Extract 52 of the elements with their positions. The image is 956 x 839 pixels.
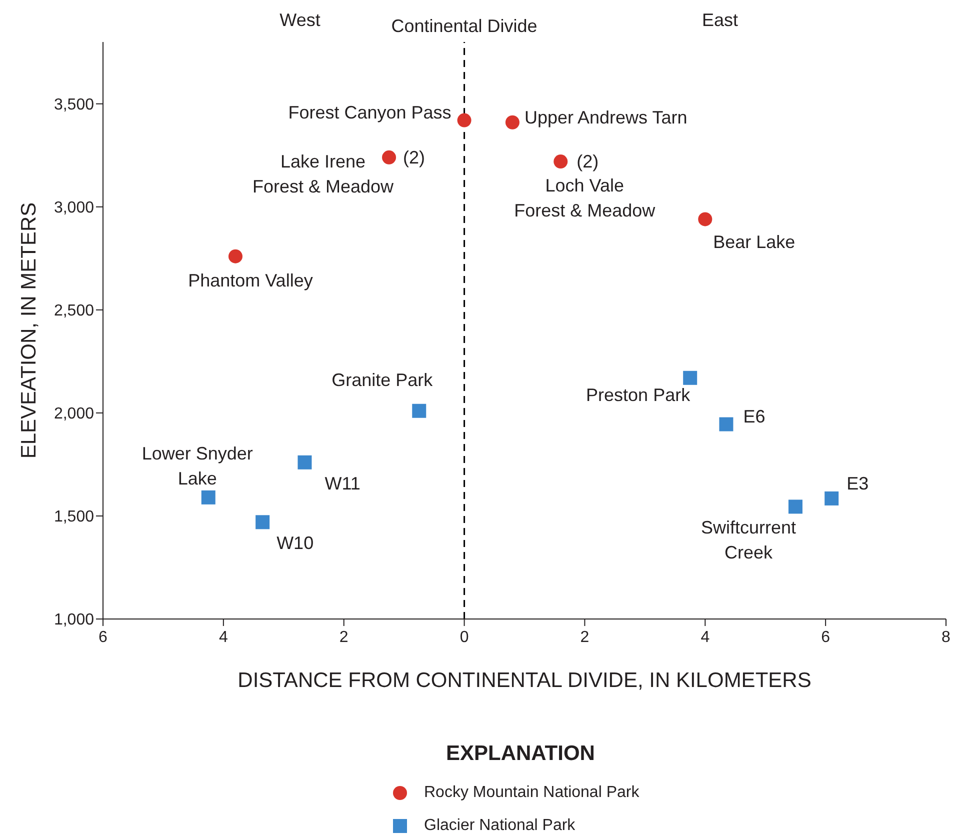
point <box>256 515 270 530</box>
x-tick-label: 6 <box>821 629 830 646</box>
point <box>201 490 216 504</box>
y-tick-label: 3,000 <box>54 200 94 217</box>
y-tick-label: 3,500 <box>54 96 94 114</box>
point <box>298 455 312 470</box>
annotation: W11 <box>324 473 360 494</box>
annotation: E6 <box>743 406 766 426</box>
y-tick-label: 1,500 <box>54 508 94 526</box>
annotation: Granite Park <box>332 370 434 390</box>
point <box>788 500 802 514</box>
annotation: (2) <box>403 147 426 168</box>
x-tick-label: 2 <box>580 629 590 646</box>
y-tick-label: 1,000 <box>54 612 94 629</box>
annotation: (2) <box>576 152 599 172</box>
point <box>824 491 839 506</box>
point <box>228 249 242 264</box>
ref-line-label: Continental Divide <box>391 16 538 36</box>
text: West <box>280 10 320 31</box>
point <box>719 417 734 432</box>
legend-label: Rocky Mountain National Park <box>424 784 640 802</box>
annotation: Forest Canyon Pass <box>288 102 452 122</box>
y-tick-label: 2,000 <box>54 406 94 423</box>
annotation: Bear Lake <box>713 232 796 252</box>
point <box>457 113 472 128</box>
x-tick-label: 0 <box>460 629 469 646</box>
y-axis-title: ELEVEATION, IN METERS <box>17 202 40 459</box>
annotation: Loch Vale Forest & Meadow <box>514 176 656 221</box>
point <box>554 154 568 169</box>
x-tick-label: 2 <box>339 629 348 646</box>
annotation: E3 <box>846 473 869 494</box>
x-tick-label: 8 <box>942 629 951 646</box>
text: East <box>702 10 738 31</box>
point <box>683 370 698 385</box>
point <box>382 150 396 164</box>
annotation: Lower Snyder Lake <box>142 443 253 488</box>
annotation: W10 <box>276 533 314 554</box>
annotation: Lake Irene Forest & Meadow <box>252 151 395 196</box>
annotation: Preston Park <box>586 384 692 405</box>
annotation: Phantom Valley <box>188 270 313 290</box>
point <box>698 212 712 226</box>
point <box>412 404 426 418</box>
y-tick-label: 2,500 <box>54 302 94 320</box>
x-tick-label: 6 <box>98 629 108 646</box>
annotation: Upper Andrews Tarn <box>524 107 688 128</box>
legend-label: Glacier National Park <box>424 816 576 834</box>
x-axis-title: DISTANCE FROM CONTINENTAL DIVIDE, IN KILOMETERS <box>238 669 812 692</box>
annotation: Swiftcurrent Creek <box>700 518 796 563</box>
x-tick-label: 4 <box>700 629 710 646</box>
point <box>505 115 520 130</box>
x-tick-label: 4 <box>218 629 228 646</box>
legend-title: EXPLANATION <box>446 742 596 766</box>
